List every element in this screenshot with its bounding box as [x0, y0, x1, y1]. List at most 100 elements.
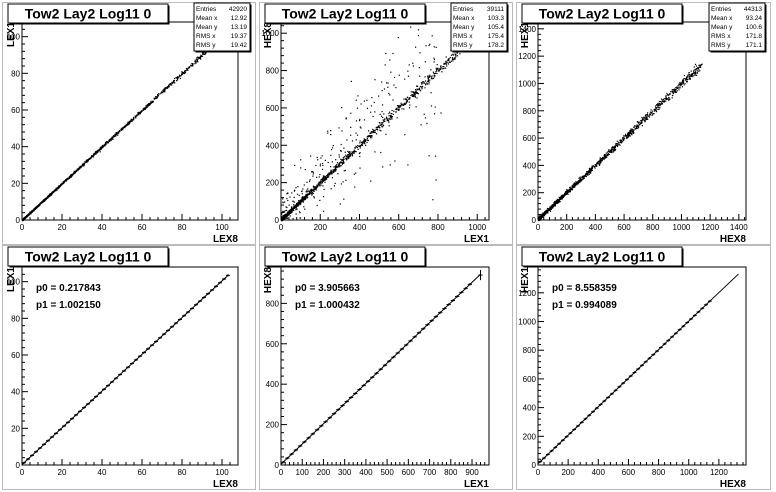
scatter-point — [555, 199, 557, 202]
scatter-point — [139, 111, 141, 114]
scatter-point — [576, 182, 578, 184]
scatter-point — [303, 197, 305, 199]
pad-border — [516, 245, 771, 490]
scatter-point — [416, 92, 418, 94]
scatter-point — [539, 217, 541, 220]
fit-line — [537, 273, 739, 465]
scatter-point — [647, 114, 649, 116]
scatter-point — [381, 111, 383, 113]
scatter-point — [299, 204, 301, 206]
scatter-point — [28, 213, 30, 215]
scatter-point — [360, 141, 362, 143]
scatter-point — [320, 180, 322, 183]
scatter-point — [599, 164, 601, 166]
scatter-point — [445, 63, 447, 65]
scatter-point — [152, 101, 154, 104]
scatter-point — [331, 172, 333, 174]
scatter-point — [564, 192, 566, 194]
scatter-point — [594, 167, 596, 169]
scatter-point — [566, 190, 568, 192]
scatter-point — [390, 71, 392, 73]
scatter-point — [560, 196, 562, 198]
scatter-point — [552, 203, 554, 206]
scatter-point — [691, 74, 693, 76]
title-box — [264, 246, 426, 267]
scatter-point — [332, 145, 334, 147]
scatter-point — [287, 192, 289, 194]
scatter-point — [393, 76, 396, 78]
scatter-point — [416, 85, 418, 87]
scatter-point — [133, 116, 135, 119]
scatter-point — [96, 151, 98, 153]
scatter-point — [659, 107, 661, 109]
scatter-point — [304, 208, 306, 210]
title-box — [521, 3, 683, 24]
scatter-point — [347, 157, 349, 159]
scatter-point — [316, 176, 318, 178]
stats-value: 175.4 — [488, 33, 505, 40]
scatter-point — [290, 207, 293, 209]
scatter-point — [678, 83, 680, 85]
scatter-point — [375, 127, 377, 129]
scatter-point — [343, 158, 345, 160]
scatter-point — [304, 169, 306, 171]
scatter-point — [176, 79, 179, 81]
scatter-point — [381, 122, 383, 124]
scatter-point — [551, 204, 553, 206]
scatter-point — [617, 144, 619, 146]
scatter-point — [87, 159, 89, 161]
scatter-point — [374, 132, 376, 134]
scatter-point — [643, 116, 645, 118]
scatter-point — [409, 104, 411, 106]
scatter-point — [543, 212, 545, 214]
scatter-point — [300, 167, 302, 169]
scatter-point — [383, 120, 385, 122]
scatter-point — [671, 89, 673, 91]
fit-param-value: 1.000432 — [318, 300, 360, 311]
scatter-point — [286, 209, 288, 211]
scatter-point — [337, 162, 339, 164]
scatter-point — [300, 200, 302, 202]
scatter-point — [655, 110, 657, 112]
scatter-point — [284, 217, 286, 219]
scatter-point — [405, 98, 407, 100]
scatter-point — [425, 45, 427, 47]
scatter-point — [658, 108, 660, 110]
scatter-point — [324, 159, 326, 161]
scatter-point — [679, 87, 681, 89]
scatter-point — [301, 200, 303, 203]
scatter-point — [146, 105, 148, 107]
scatter-point — [163, 91, 165, 93]
scatter-point — [405, 102, 407, 104]
scatter-point — [199, 56, 201, 59]
scatter-point — [160, 92, 162, 94]
scatter-point — [197, 58, 199, 60]
stats-label: Entries — [453, 6, 474, 13]
scatter-point — [114, 134, 116, 136]
scatter-point — [616, 143, 618, 145]
scatter-point — [692, 74, 694, 76]
scatter-point — [421, 88, 423, 90]
scatter-point — [683, 74, 685, 77]
scatter-point — [357, 95, 359, 97]
scatter-point — [669, 93, 671, 95]
scatter-point — [364, 139, 366, 142]
scatter-point — [448, 58, 450, 60]
scatter-point — [57, 187, 59, 189]
scatter-point — [172, 81, 175, 83]
scatter-point — [48, 194, 51, 196]
scatter-point — [651, 111, 653, 113]
scatter-point — [632, 130, 634, 133]
scatter-point — [350, 126, 352, 128]
scatter-point — [693, 72, 695, 74]
scatter-point — [404, 78, 406, 80]
scatter-point — [540, 215, 542, 218]
scatter-point — [416, 92, 419, 94]
scatter-point — [105, 141, 107, 144]
scatter-point — [31, 211, 33, 213]
scatter-point — [419, 85, 421, 88]
scatter-point — [338, 163, 340, 166]
scatter-point — [282, 210, 284, 212]
scatter-point — [162, 89, 164, 91]
scatter-point — [192, 64, 194, 66]
